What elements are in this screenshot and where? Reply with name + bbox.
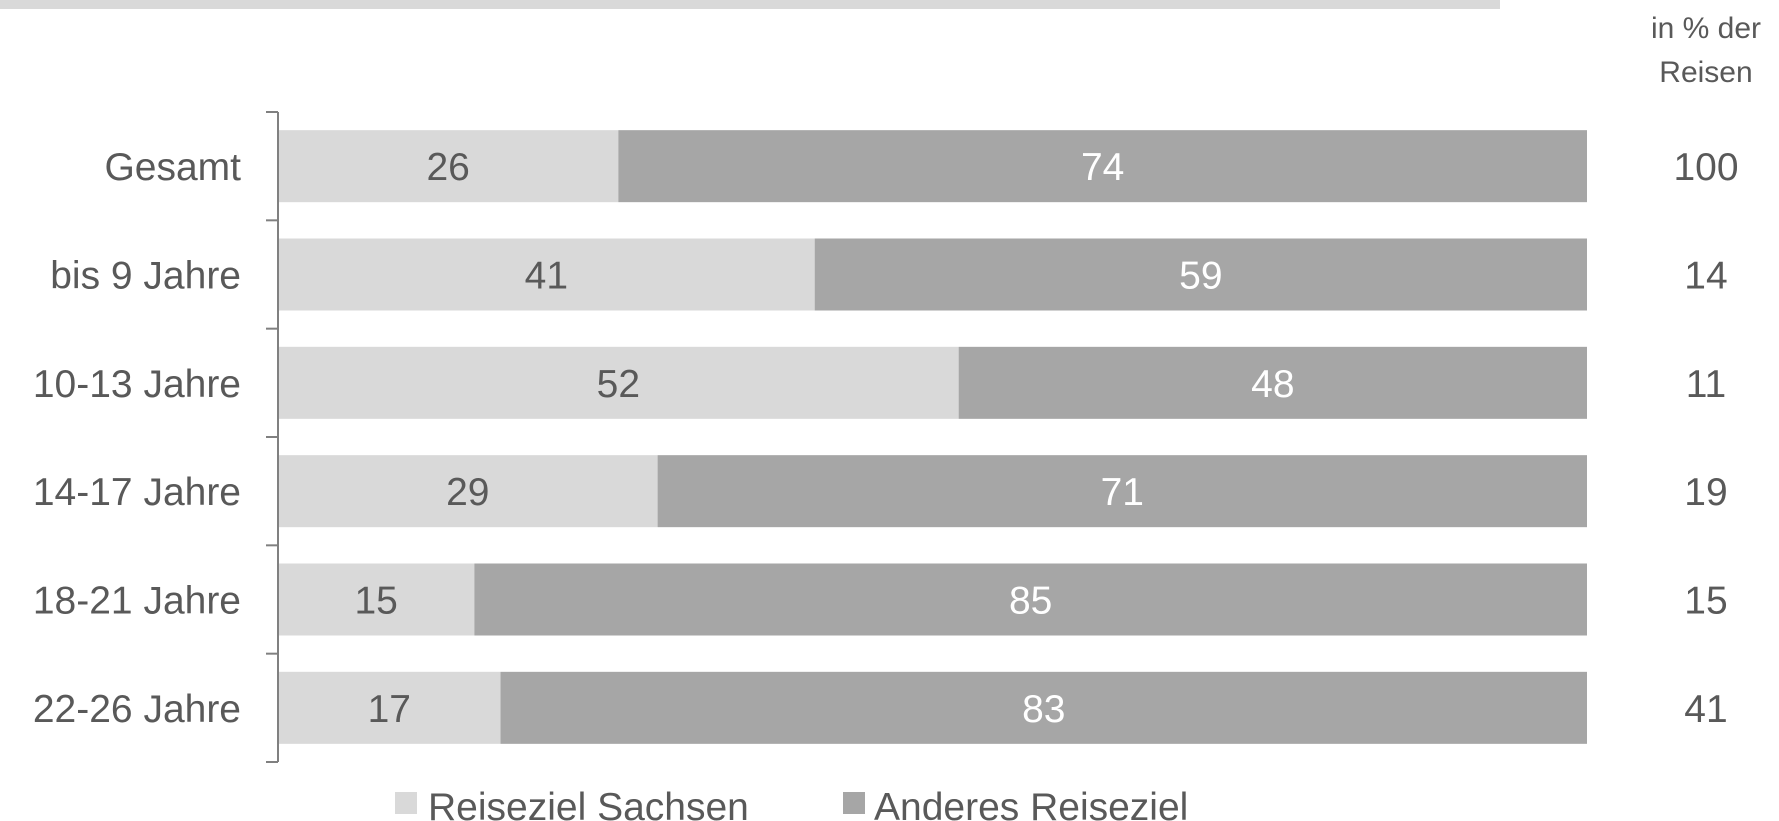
bar-segment-sachsen — [278, 346, 959, 419]
data-label: 85 — [1009, 580, 1052, 623]
bar-segment-anderes — [474, 563, 1588, 636]
share-value: 19 — [1684, 471, 1727, 514]
category-label: 14-17 Jahre — [33, 471, 241, 514]
share-header-line2: Reisen — [1659, 56, 1752, 89]
data-label: 29 — [446, 471, 489, 514]
category-label: Gesamt — [104, 146, 241, 189]
data-label: 17 — [368, 688, 411, 731]
bar-group — [278, 130, 1588, 744]
bar-segment-anderes — [814, 238, 1587, 311]
bar-segment-sachsen — [278, 563, 475, 636]
bar-segment-sachsen — [278, 455, 658, 528]
share-values: 100 14 11 19 15 41 — [1673, 146, 1738, 731]
share-value: 100 — [1673, 146, 1738, 189]
share-header-line1: in % der — [1651, 12, 1761, 45]
category-label: 22-26 Jahre — [33, 688, 241, 731]
data-label: 74 — [1081, 146, 1124, 189]
legend-label-anderes: Anderes Reiseziel — [874, 786, 1188, 821]
data-label: 41 — [525, 255, 568, 298]
data-label: 48 — [1251, 363, 1294, 406]
legend: Reiseziel Sachsen Anderes Reiseziel — [395, 786, 1188, 821]
data-label: 71 — [1101, 471, 1144, 514]
bar-segment-sachsen — [278, 238, 815, 311]
data-label: 59 — [1179, 255, 1222, 298]
category-label: 10-13 Jahre — [33, 363, 241, 406]
data-label: 26 — [426, 146, 469, 189]
share-value: 11 — [1686, 363, 1727, 406]
data-label: 52 — [597, 363, 640, 406]
bar-segment-anderes — [618, 130, 1587, 203]
share-column: in % der Reisen 100 14 11 19 15 41 — [1651, 12, 1761, 731]
category-labels: Gesamt bis 9 Jahre 10-13 Jahre 14-17 Jahre 1… — [33, 146, 241, 731]
bar-segment-sachsen — [278, 671, 501, 744]
legend-label-sachsen: Reiseziel Sachsen — [428, 786, 749, 821]
bar-segment-sachsen — [278, 130, 619, 203]
share-value: 14 — [1684, 255, 1727, 298]
legend-swatch-sachsen — [395, 792, 417, 814]
category-label: 18-21 Jahre — [33, 580, 241, 623]
bar-segment-anderes — [958, 346, 1587, 419]
category-axis — [266, 111, 279, 763]
bar-segment-anderes — [657, 455, 1587, 528]
share-value: 41 — [1684, 688, 1727, 731]
bar-segment-anderes — [500, 671, 1587, 744]
data-label: 15 — [354, 580, 397, 623]
value-labels: 26 74 41 59 52 48 29 71 15 85 17 83 — [354, 146, 1294, 731]
data-label: 83 — [1022, 688, 1065, 731]
legend-swatch-anderes — [843, 792, 865, 814]
top-rule — [0, 0, 1500, 9]
share-value: 15 — [1684, 580, 1727, 623]
category-label: bis 9 Jahre — [50, 255, 241, 298]
